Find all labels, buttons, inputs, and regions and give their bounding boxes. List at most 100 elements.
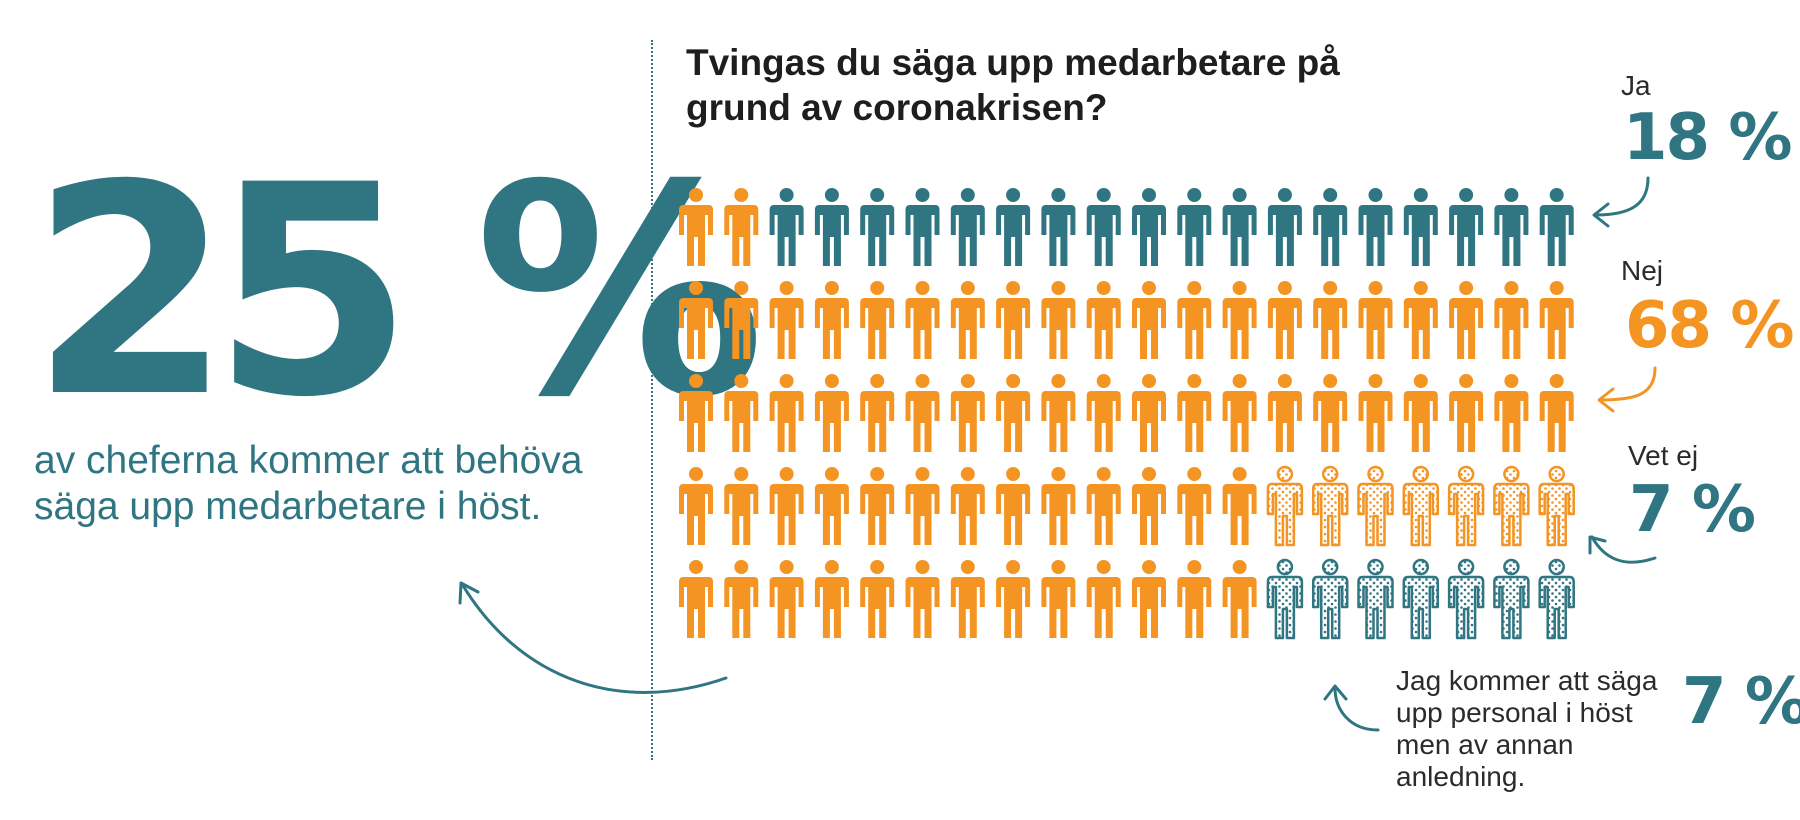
person-icon (679, 467, 713, 545)
person-icon (1086, 374, 1121, 452)
person-icon (1449, 374, 1484, 452)
legend-label-nej: Nej (1621, 255, 1664, 286)
person-icon (905, 281, 940, 359)
person-icon (1041, 188, 1076, 266)
person-icon (1177, 374, 1212, 452)
person-icon (1539, 188, 1574, 266)
person-icon (1041, 374, 1076, 452)
person-icon (996, 467, 1031, 545)
person-icon (1041, 560, 1076, 638)
person-icon (1222, 560, 1257, 638)
person-icon (1493, 465, 1530, 547)
person-icon (860, 188, 895, 266)
headline-caption: av cheferna kommer att behöva säga upp m… (34, 439, 583, 528)
person-icon (724, 467, 759, 545)
person-icon (769, 281, 804, 359)
person-icon (1447, 558, 1485, 640)
person-icon (1358, 188, 1393, 266)
person-icon (860, 374, 895, 452)
person-icon (769, 374, 804, 452)
person-icon (769, 560, 804, 638)
person-icon (905, 374, 940, 452)
legend-value-ja: 18 % (1623, 101, 1792, 175)
person-icon (724, 560, 759, 638)
person-icon (1403, 188, 1438, 266)
person-icon (814, 467, 849, 545)
person-icon (1358, 374, 1393, 452)
person-icon (950, 188, 985, 266)
person-icon (1539, 281, 1574, 359)
person-icon (1357, 465, 1394, 547)
person-icon (1132, 374, 1166, 452)
person-icon (950, 281, 985, 359)
person-icon (1086, 467, 1121, 545)
person-icon (1357, 558, 1394, 640)
person-icon (814, 560, 849, 638)
person-icon (1267, 281, 1302, 359)
person-icon (679, 560, 713, 638)
person-icon (1493, 558, 1530, 640)
person-icon (950, 560, 985, 638)
person-icon (679, 188, 713, 266)
person-icon (996, 281, 1031, 359)
note-text: Jag kommer att säga upp personal i höst … (1396, 665, 1658, 792)
person-icon (950, 467, 985, 545)
person-icon (1177, 188, 1212, 266)
person-icon (1311, 465, 1349, 547)
person-icon (905, 560, 940, 638)
person-icon (1086, 188, 1121, 266)
person-icon (996, 188, 1031, 266)
person-icon (724, 281, 759, 359)
note-value: 7 % (1682, 665, 1800, 739)
person-icon (1402, 465, 1440, 547)
person-icon (996, 560, 1031, 638)
person-icon (1402, 558, 1440, 640)
person-icon (1313, 374, 1348, 452)
person-icon (1041, 281, 1076, 359)
section-divider (651, 40, 653, 760)
headline-percentage: 25 % (30, 124, 765, 461)
person-icon (724, 188, 759, 266)
person-icon (679, 281, 713, 359)
person-icon (1449, 188, 1484, 266)
person-icon (1132, 560, 1166, 638)
person-icon (1222, 467, 1257, 545)
person-icon (860, 281, 895, 359)
person-icon (1222, 281, 1257, 359)
person-icon (1177, 560, 1212, 638)
person-icon (1358, 281, 1393, 359)
person-icon (905, 467, 940, 545)
legend-value-vet-ej: 7 % (1629, 473, 1756, 547)
person-icon (1266, 465, 1304, 547)
person-icon (950, 374, 985, 452)
person-icon (814, 374, 849, 452)
person-icon (1494, 374, 1529, 452)
person-icon (1267, 188, 1302, 266)
person-icon (1403, 281, 1438, 359)
person-icon (1041, 467, 1076, 545)
person-icon (1267, 374, 1302, 452)
person-icon (1222, 374, 1257, 452)
legend-label-vet-ej: Vet ej (1628, 440, 1699, 471)
person-icon (1132, 188, 1166, 266)
person-icon (1313, 188, 1348, 266)
person-icon (769, 467, 804, 545)
person-icon (814, 281, 849, 359)
person-icon (1266, 558, 1304, 640)
person-icon (1086, 281, 1121, 359)
person-icon (1449, 281, 1484, 359)
person-icon (1132, 281, 1166, 359)
person-icon (1313, 281, 1348, 359)
person-icon (1494, 188, 1529, 266)
person-icon (1086, 560, 1121, 638)
legend-label-ja: Ja (1621, 70, 1651, 101)
person-icon (1177, 281, 1212, 359)
person-icon (1538, 465, 1575, 547)
person-icon (1177, 467, 1212, 545)
person-icon (1222, 188, 1257, 266)
person-icon (860, 467, 895, 545)
person-icon (905, 188, 940, 266)
chart-title: Tvingas du säga upp medarbetare på grund… (686, 42, 1340, 128)
person-icon (1132, 467, 1166, 545)
